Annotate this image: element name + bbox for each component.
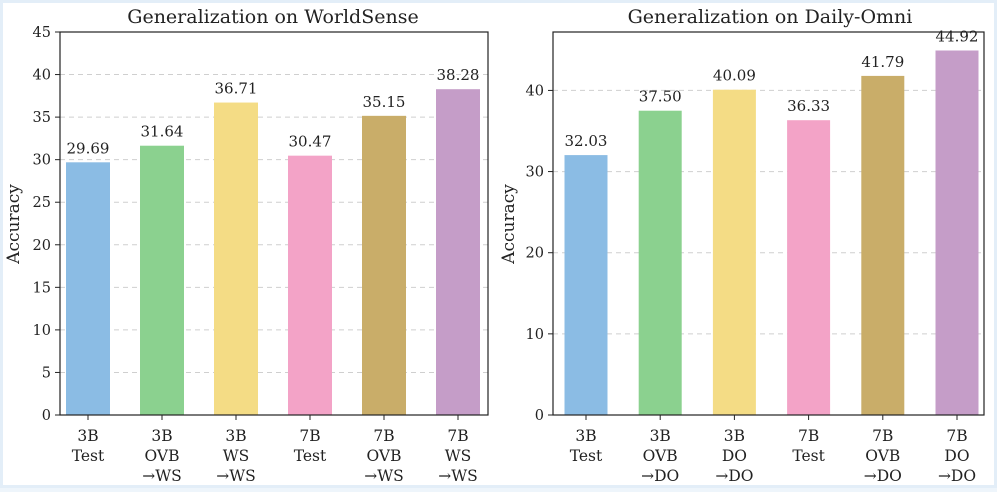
y-tick-label: 10 bbox=[526, 327, 544, 343]
y-tick-label: 35 bbox=[33, 110, 51, 126]
chart-daily-omni: Generalization on Daily-Omni Accuracy 0 1… bbox=[499, 6, 985, 485]
x-tick-label: DO bbox=[944, 447, 969, 465]
x-tick-label: Test bbox=[792, 447, 825, 465]
x-tick-label: 3B bbox=[650, 427, 671, 445]
y-tick-label: 10 bbox=[33, 323, 51, 339]
bar bbox=[564, 155, 608, 415]
y-axis-label: Accuracy bbox=[499, 184, 519, 265]
x-tick-label: Test bbox=[570, 447, 603, 465]
bar bbox=[712, 89, 756, 416]
bar bbox=[638, 110, 682, 415]
bar bbox=[861, 75, 905, 416]
x-tick-label: →DO bbox=[864, 467, 902, 485]
bar-value-label: 36.71 bbox=[215, 80, 258, 98]
y-tick-label: 45 bbox=[33, 25, 51, 41]
y-tick-label: 30 bbox=[33, 153, 51, 169]
x-tick-label: 3B bbox=[724, 427, 745, 445]
bar-value-label: 36.33 bbox=[787, 97, 830, 115]
bar-value-label: 41.79 bbox=[861, 53, 904, 71]
x-tick-label: OVB bbox=[144, 447, 179, 465]
x-tick-label: DO bbox=[722, 447, 747, 465]
bar-value-label: 31.64 bbox=[141, 123, 184, 141]
x-tick-label: 7B bbox=[373, 427, 394, 445]
chart-title: Generalization on WorldSense bbox=[127, 6, 418, 28]
bar-value-label: 32.03 bbox=[565, 132, 608, 150]
x-tick-label: →DO bbox=[938, 467, 976, 485]
x-tick-label: 7B bbox=[447, 427, 468, 445]
y-tick-label: 5 bbox=[42, 365, 51, 381]
axes-frame bbox=[59, 31, 489, 416]
y-tick-label: 20 bbox=[526, 246, 544, 262]
y-tick-label: 40 bbox=[526, 83, 544, 99]
plot-area: 0 10 20 30 40 32.03 3B Test 37.50 3B OVB →DO 40.09 3B… bbox=[526, 28, 985, 485]
x-tick-label: 7B bbox=[872, 427, 893, 445]
bar bbox=[66, 162, 110, 415]
bar bbox=[436, 89, 480, 415]
x-tick-label: Test bbox=[294, 447, 327, 465]
bar bbox=[140, 145, 184, 416]
bar-value-label: 44.92 bbox=[936, 28, 979, 46]
x-tick-label: WS bbox=[445, 447, 472, 465]
x-tick-label: OVB bbox=[865, 447, 900, 465]
axes-frame bbox=[552, 31, 985, 416]
bar-value-label: 29.69 bbox=[67, 139, 110, 157]
bar bbox=[362, 115, 406, 415]
x-tick-label: OVB bbox=[643, 447, 678, 465]
y-tick-label: 0 bbox=[42, 408, 51, 424]
x-tick-label: OVB bbox=[366, 447, 401, 465]
x-tick-label: 7B bbox=[299, 427, 320, 445]
x-tick-label: →DO bbox=[641, 467, 679, 485]
bar-value-label: 40.09 bbox=[713, 67, 756, 85]
y-tick-label: 30 bbox=[526, 165, 544, 181]
y-tick-label: 25 bbox=[33, 195, 51, 211]
x-tick-label: 3B bbox=[151, 427, 172, 445]
x-tick-label: Test bbox=[72, 447, 105, 465]
x-tick-label: 3B bbox=[77, 427, 98, 445]
x-tick-label: →WS bbox=[142, 467, 182, 485]
x-tick-label: 3B bbox=[225, 427, 246, 445]
x-tick-label: 7B bbox=[946, 427, 967, 445]
plot-area: 0 5 10 15 20 25 30 35 40 45 29.69 3B Test 31.64 3B OVB →… bbox=[33, 25, 489, 485]
x-tick-label: →WS bbox=[438, 467, 478, 485]
y-tick-label: 0 bbox=[535, 408, 544, 424]
y-tick-label: 40 bbox=[33, 68, 51, 84]
bar bbox=[935, 50, 979, 415]
x-tick-label: 3B bbox=[575, 427, 596, 445]
bar bbox=[214, 102, 258, 415]
bar-value-label: 38.28 bbox=[437, 66, 480, 84]
x-tick-label: →DO bbox=[715, 467, 753, 485]
y-tick-label: 20 bbox=[33, 238, 51, 254]
y-tick-label: 15 bbox=[33, 280, 51, 296]
x-tick-label: WS bbox=[223, 447, 250, 465]
y-axis-label: Accuracy bbox=[4, 184, 24, 265]
bar-value-label: 35.15 bbox=[363, 93, 406, 111]
chart-worldsense: Generalization on WorldSense Accuracy 0 5… bbox=[4, 6, 489, 485]
x-tick-label: →WS bbox=[216, 467, 256, 485]
chart-title: Generalization on Daily-Omni bbox=[628, 6, 913, 28]
bar-value-label: 37.50 bbox=[639, 88, 682, 106]
bar-value-label: 30.47 bbox=[289, 133, 332, 151]
bar bbox=[288, 155, 332, 415]
x-tick-label: 7B bbox=[798, 427, 819, 445]
bar bbox=[787, 120, 831, 415]
x-tick-label: →WS bbox=[364, 467, 404, 485]
